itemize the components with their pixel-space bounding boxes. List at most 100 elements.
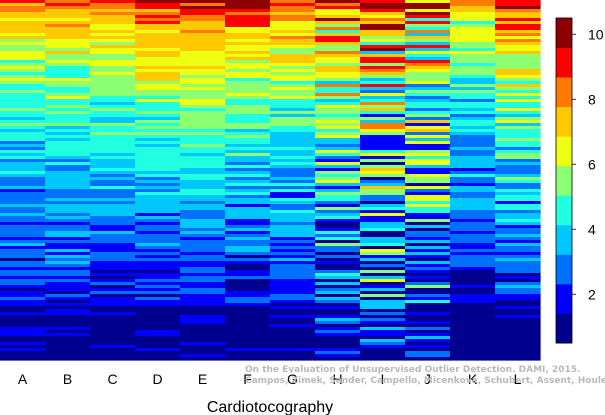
heatmap-cell — [450, 240, 496, 244]
heatmap-cell — [315, 240, 361, 244]
heatmap-cell — [135, 27, 181, 31]
heatmap-cell — [180, 336, 226, 340]
heatmap-cell — [315, 216, 361, 220]
heatmap-cell — [315, 282, 361, 286]
heatmap-cell — [0, 264, 46, 268]
heatmap-cell — [135, 189, 181, 193]
heatmap-cell — [495, 276, 541, 280]
heatmap-cell — [495, 0, 541, 4]
heatmap-cell — [180, 267, 226, 271]
heatmap-cell — [450, 51, 496, 55]
heatmap-cell — [315, 189, 361, 193]
heatmap-cell — [360, 228, 406, 232]
heatmap-cell — [180, 297, 226, 301]
heatmap-cell — [225, 108, 271, 112]
heatmap-cell — [0, 153, 46, 157]
heatmap-cell — [405, 183, 451, 187]
heatmap-cell — [225, 261, 271, 265]
heatmap-cell — [315, 273, 361, 277]
heatmap-cell — [450, 285, 496, 289]
heatmap-cell — [135, 342, 181, 346]
heatmap-cell — [0, 66, 46, 70]
heatmap-cell — [495, 24, 541, 28]
heatmap-cell — [450, 144, 496, 148]
heatmap-cell — [135, 162, 181, 166]
heatmap-cell — [45, 102, 91, 106]
heatmap-cell — [495, 195, 541, 199]
heatmap-cell — [315, 270, 361, 274]
heatmap-cell — [315, 147, 361, 151]
heatmap-cell — [225, 246, 271, 250]
heatmap-cell — [0, 309, 46, 313]
heatmap-cell — [0, 330, 46, 334]
heatmap-cell — [360, 288, 406, 292]
heatmap-cell — [135, 228, 181, 232]
heatmap-cell — [135, 279, 181, 283]
heatmap-cell — [270, 195, 316, 199]
heatmap-cell — [450, 54, 496, 58]
heatmap-cell — [450, 249, 496, 253]
heatmap-cell — [405, 207, 451, 211]
heatmap-cell — [360, 333, 406, 337]
heatmap-cell — [495, 120, 541, 124]
heatmap-cell — [495, 231, 541, 235]
heatmap-cell — [45, 246, 91, 250]
colorbar — [555, 17, 573, 344]
heatmap-cell — [45, 66, 91, 70]
heatmap-cell — [405, 90, 451, 94]
heatmap-cell — [180, 324, 226, 328]
heatmap-cell — [270, 234, 316, 238]
heatmap-cell — [45, 27, 91, 31]
heatmap-cell — [225, 147, 271, 151]
heatmap-cell — [180, 225, 226, 229]
heatmap-cell — [0, 276, 46, 280]
heatmap-cell — [45, 90, 91, 94]
heatmap-cell — [360, 135, 406, 139]
heatmap-cell — [270, 108, 316, 112]
heatmap-cell — [90, 135, 136, 139]
heatmap-cell — [450, 267, 496, 271]
heatmap-cell — [405, 96, 451, 100]
heatmap-cell — [135, 336, 181, 340]
heatmap-cell — [270, 342, 316, 346]
heatmap-cell — [270, 117, 316, 121]
heatmap-cell — [225, 249, 271, 253]
heatmap-cell — [270, 276, 316, 280]
heatmap-cell — [315, 39, 361, 43]
heatmap-cell — [180, 279, 226, 283]
heatmap-cell — [360, 312, 406, 316]
heatmap-cell — [0, 135, 46, 139]
heatmap-cell — [495, 69, 541, 73]
heatmap-cell — [225, 42, 271, 46]
heatmap-cell — [360, 267, 406, 271]
heatmap-cell — [0, 282, 46, 286]
heatmap-cell — [135, 135, 181, 139]
heatmap-cell — [405, 354, 451, 358]
heatmap-cell — [270, 171, 316, 175]
heatmap-cell — [90, 249, 136, 253]
heatmap-cell — [495, 222, 541, 226]
heatmap-cell — [270, 132, 316, 136]
colorbar-segment — [556, 77, 572, 108]
heatmap-cell — [270, 303, 316, 307]
heatmap-cell — [180, 327, 226, 331]
heatmap-cell — [225, 255, 271, 259]
heatmap-cell — [495, 114, 541, 118]
heatmap-cell — [315, 171, 361, 175]
heatmap-cell — [135, 18, 181, 22]
heatmap-cell — [45, 126, 91, 130]
heatmap-cell — [135, 66, 181, 70]
heatmap-cell — [315, 309, 361, 313]
heatmap-cell — [450, 210, 496, 214]
heatmap-cell — [225, 6, 271, 10]
heatmap-cell — [90, 324, 136, 328]
heatmap-cell — [450, 300, 496, 304]
heatmap-cell — [270, 126, 316, 130]
heatmap-cell — [360, 204, 406, 208]
heatmap-cell — [270, 240, 316, 244]
heatmap-cell — [180, 21, 226, 25]
heatmap-cell — [225, 234, 271, 238]
heatmap-cell — [45, 12, 91, 16]
heatmap-cell — [0, 138, 46, 142]
heatmap-cell — [180, 15, 226, 19]
